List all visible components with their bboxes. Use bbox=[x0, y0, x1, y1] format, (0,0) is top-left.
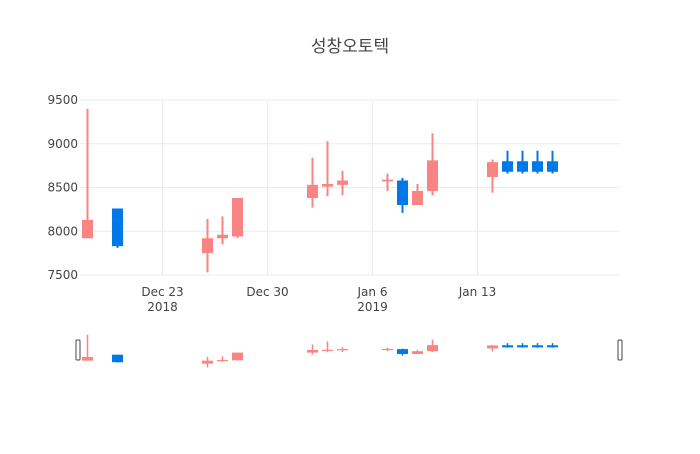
candle-body bbox=[112, 208, 123, 247]
candle-decreasing[interactable] bbox=[502, 150, 513, 174]
candle-decreasing[interactable] bbox=[517, 150, 528, 174]
candle-decreasing[interactable] bbox=[532, 150, 543, 174]
candle-series[interactable] bbox=[82, 108, 558, 273]
slider-candle-body bbox=[112, 354, 123, 363]
slider-candle-body bbox=[397, 349, 408, 354]
slider-candle-body bbox=[202, 360, 213, 364]
x-tick-year-label: 2019 bbox=[357, 300, 388, 314]
candle-body bbox=[307, 184, 318, 198]
y-tick-label: 9500 bbox=[47, 93, 78, 107]
slider-candle-body bbox=[547, 345, 558, 348]
candle-body bbox=[427, 160, 438, 191]
candle-body bbox=[502, 161, 513, 172]
candle-increasing[interactable] bbox=[202, 219, 213, 273]
slider-candle-body bbox=[412, 351, 423, 354]
candle-body bbox=[337, 180, 348, 185]
x-tick-year-label: 2018 bbox=[147, 300, 178, 314]
range-slider[interactable] bbox=[75, 334, 623, 368]
candle-increasing[interactable] bbox=[382, 173, 393, 192]
candle-decreasing[interactable] bbox=[547, 150, 558, 174]
slider-candle-body bbox=[502, 345, 513, 348]
candle-body bbox=[217, 234, 228, 239]
slider-candle-body bbox=[427, 345, 438, 352]
candle-body bbox=[487, 162, 498, 177]
chart-title: 성창오토텍 bbox=[310, 37, 390, 57]
candle-increasing[interactable] bbox=[232, 198, 243, 239]
slider-candle-body bbox=[517, 345, 528, 348]
candle-body bbox=[547, 161, 558, 172]
y-tick-label: 9000 bbox=[47, 137, 78, 151]
candle-increasing[interactable] bbox=[82, 108, 93, 239]
grid-layer bbox=[80, 99, 620, 276]
candle-decreasing[interactable] bbox=[112, 208, 123, 248]
candle-increasing[interactable] bbox=[337, 170, 348, 196]
y-tick-label: 7500 bbox=[47, 268, 78, 282]
y-tick-label: 8500 bbox=[47, 181, 78, 195]
candle-body bbox=[412, 191, 423, 205]
slider-candle-body bbox=[337, 349, 348, 351]
candle-body bbox=[382, 179, 393, 182]
slider-candle-body bbox=[487, 345, 498, 349]
candle-body bbox=[397, 180, 408, 205]
candle-body bbox=[322, 184, 333, 187]
candle-body bbox=[232, 198, 243, 237]
candle-body bbox=[532, 161, 543, 172]
candle-increasing[interactable] bbox=[427, 133, 438, 196]
x-tick-label: Dec 30 bbox=[246, 285, 288, 299]
range-slider-right-handle[interactable] bbox=[617, 339, 623, 361]
candle-increasing[interactable] bbox=[307, 157, 318, 208]
slider-candle-body bbox=[232, 352, 243, 361]
slider-candle-body bbox=[532, 345, 543, 348]
x-tick-label: Jan 6 bbox=[357, 285, 388, 299]
slider-candle-body bbox=[217, 359, 228, 362]
candle-decreasing[interactable] bbox=[397, 177, 408, 213]
x-tick-label: Dec 23 bbox=[141, 285, 183, 299]
candle-increasing[interactable] bbox=[412, 184, 423, 205]
slider-candle-body bbox=[382, 348, 393, 351]
candle-increasing[interactable] bbox=[217, 216, 228, 245]
candle-body bbox=[202, 238, 213, 254]
candle-body bbox=[517, 161, 528, 172]
candle-increasing[interactable] bbox=[322, 141, 333, 197]
y-tick-label: 8000 bbox=[47, 224, 78, 238]
slider-candle-body bbox=[322, 349, 333, 351]
range-slider-left-handle[interactable] bbox=[75, 339, 81, 361]
x-tick-label: Jan 13 bbox=[458, 285, 497, 299]
slider-candle-body bbox=[307, 349, 318, 353]
slider-candle-body bbox=[82, 356, 93, 361]
candle-increasing[interactable] bbox=[487, 159, 498, 193]
candle-body bbox=[82, 219, 93, 239]
